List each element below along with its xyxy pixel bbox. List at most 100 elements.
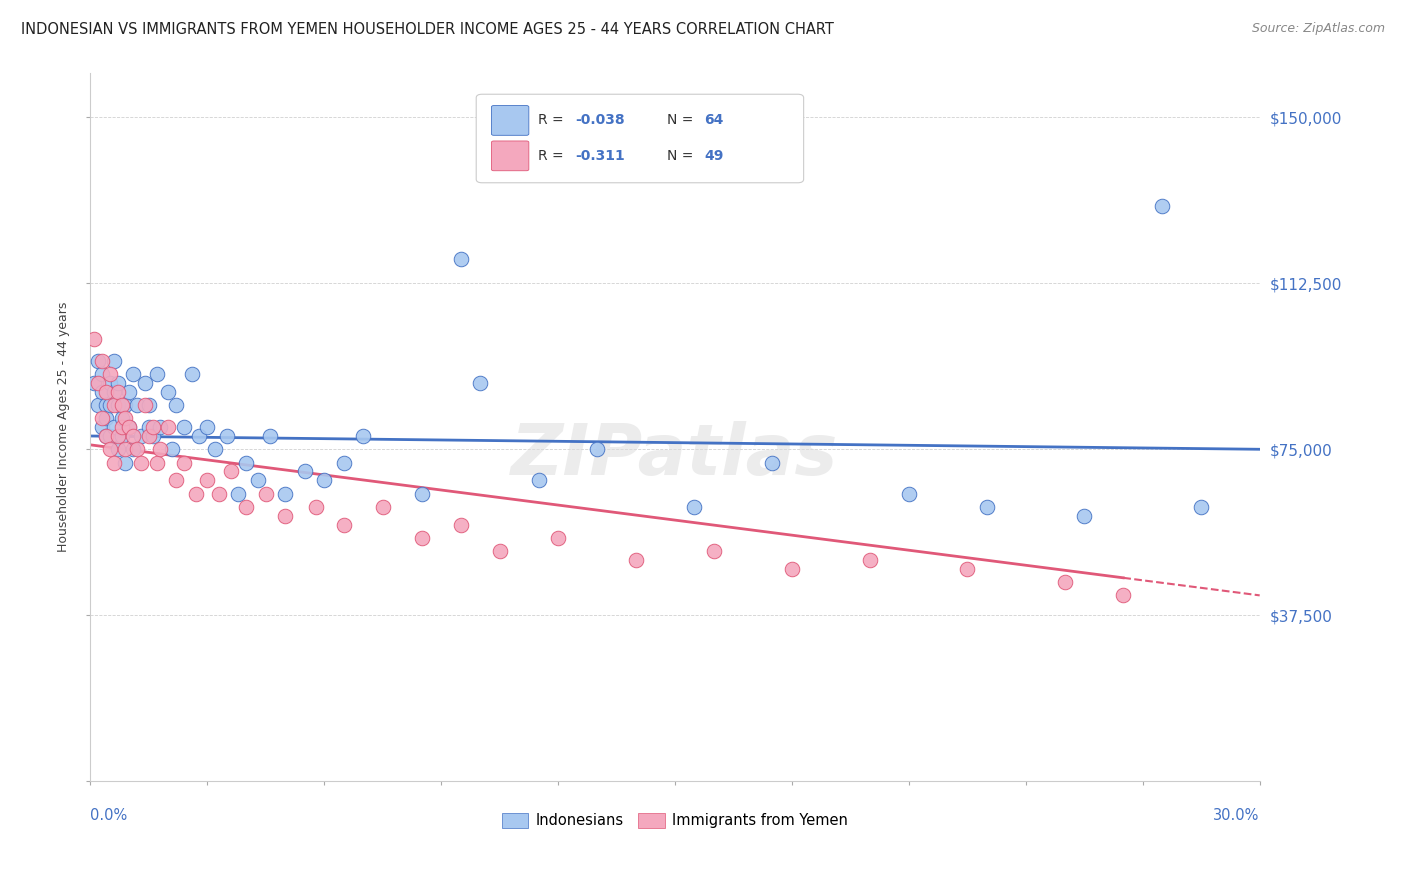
Point bbox=[138, 420, 160, 434]
Point bbox=[122, 367, 145, 381]
Point bbox=[94, 429, 117, 443]
Point bbox=[450, 252, 472, 266]
Point bbox=[160, 442, 183, 457]
Y-axis label: Householder Income Ages 25 - 44 years: Householder Income Ages 25 - 44 years bbox=[58, 302, 70, 552]
Point bbox=[195, 473, 218, 487]
Text: INDONESIAN VS IMMIGRANTS FROM YEMEN HOUSEHOLDER INCOME AGES 25 - 44 YEARS CORREL: INDONESIAN VS IMMIGRANTS FROM YEMEN HOUS… bbox=[21, 22, 834, 37]
Point bbox=[703, 544, 725, 558]
FancyBboxPatch shape bbox=[477, 95, 804, 183]
Text: N =: N = bbox=[666, 149, 697, 163]
Point bbox=[107, 376, 129, 390]
Point bbox=[103, 420, 125, 434]
Point bbox=[87, 398, 110, 412]
Point bbox=[254, 486, 277, 500]
Point bbox=[683, 500, 706, 514]
Text: 49: 49 bbox=[704, 149, 724, 163]
Point bbox=[411, 486, 433, 500]
Point bbox=[107, 398, 129, 412]
Point bbox=[274, 508, 297, 523]
Point bbox=[91, 367, 114, 381]
Point bbox=[103, 384, 125, 399]
Point bbox=[134, 398, 156, 412]
Point bbox=[107, 384, 129, 399]
Point bbox=[547, 531, 569, 545]
Point bbox=[208, 486, 231, 500]
Point bbox=[103, 398, 125, 412]
Point bbox=[274, 486, 297, 500]
Point bbox=[305, 500, 328, 514]
Text: 64: 64 bbox=[704, 113, 724, 128]
Text: R =: R = bbox=[538, 149, 568, 163]
Point bbox=[246, 473, 269, 487]
Point bbox=[94, 411, 117, 425]
Point bbox=[411, 531, 433, 545]
Point bbox=[83, 332, 105, 346]
Point bbox=[107, 442, 129, 457]
Point bbox=[1053, 575, 1076, 590]
Point bbox=[110, 429, 132, 443]
Point bbox=[157, 420, 180, 434]
Point bbox=[98, 367, 121, 381]
Point bbox=[586, 442, 609, 457]
Point bbox=[98, 398, 121, 412]
Point bbox=[371, 500, 394, 514]
Point bbox=[127, 398, 149, 412]
FancyBboxPatch shape bbox=[492, 141, 529, 170]
Point bbox=[87, 376, 110, 390]
Point bbox=[94, 384, 117, 399]
Point bbox=[1112, 588, 1135, 602]
Point bbox=[165, 473, 187, 487]
Point bbox=[259, 429, 281, 443]
Point bbox=[114, 398, 136, 412]
Point bbox=[98, 429, 121, 443]
Text: Source: ZipAtlas.com: Source: ZipAtlas.com bbox=[1251, 22, 1385, 36]
Point bbox=[1152, 199, 1174, 213]
Point bbox=[204, 442, 226, 457]
Point bbox=[314, 473, 336, 487]
Point bbox=[215, 429, 238, 443]
Point bbox=[94, 398, 117, 412]
Text: ZIPatlas: ZIPatlas bbox=[512, 421, 839, 490]
Text: 30.0%: 30.0% bbox=[1213, 808, 1260, 823]
Point bbox=[235, 500, 257, 514]
Text: 0.0%: 0.0% bbox=[90, 808, 128, 823]
Point bbox=[897, 486, 920, 500]
Point bbox=[114, 442, 136, 457]
Point bbox=[138, 429, 160, 443]
Point bbox=[228, 486, 250, 500]
Point bbox=[352, 429, 374, 443]
Point bbox=[110, 420, 132, 434]
Text: R =: R = bbox=[538, 113, 568, 128]
Point bbox=[129, 456, 152, 470]
Point bbox=[118, 420, 141, 434]
Point bbox=[110, 411, 132, 425]
Point bbox=[114, 411, 136, 425]
Point bbox=[118, 384, 141, 399]
Point bbox=[450, 517, 472, 532]
Point bbox=[107, 429, 129, 443]
Point bbox=[129, 429, 152, 443]
Point bbox=[149, 442, 172, 457]
Point bbox=[956, 562, 979, 576]
Point bbox=[976, 500, 998, 514]
Point bbox=[180, 367, 202, 381]
Point bbox=[103, 353, 125, 368]
Point bbox=[527, 473, 550, 487]
FancyBboxPatch shape bbox=[492, 105, 529, 136]
Point bbox=[83, 376, 105, 390]
Point bbox=[859, 553, 882, 567]
Point bbox=[138, 398, 160, 412]
Point bbox=[91, 411, 114, 425]
Point bbox=[332, 517, 354, 532]
Point bbox=[780, 562, 803, 576]
Point bbox=[91, 420, 114, 434]
Point bbox=[142, 429, 165, 443]
Point bbox=[91, 384, 114, 399]
Point bbox=[145, 367, 167, 381]
Text: N =: N = bbox=[666, 113, 697, 128]
Point bbox=[134, 376, 156, 390]
Point bbox=[149, 420, 172, 434]
Point bbox=[195, 420, 218, 434]
Point bbox=[1073, 508, 1095, 523]
Legend: Indonesians, Immigrants from Yemen: Indonesians, Immigrants from Yemen bbox=[496, 807, 853, 834]
